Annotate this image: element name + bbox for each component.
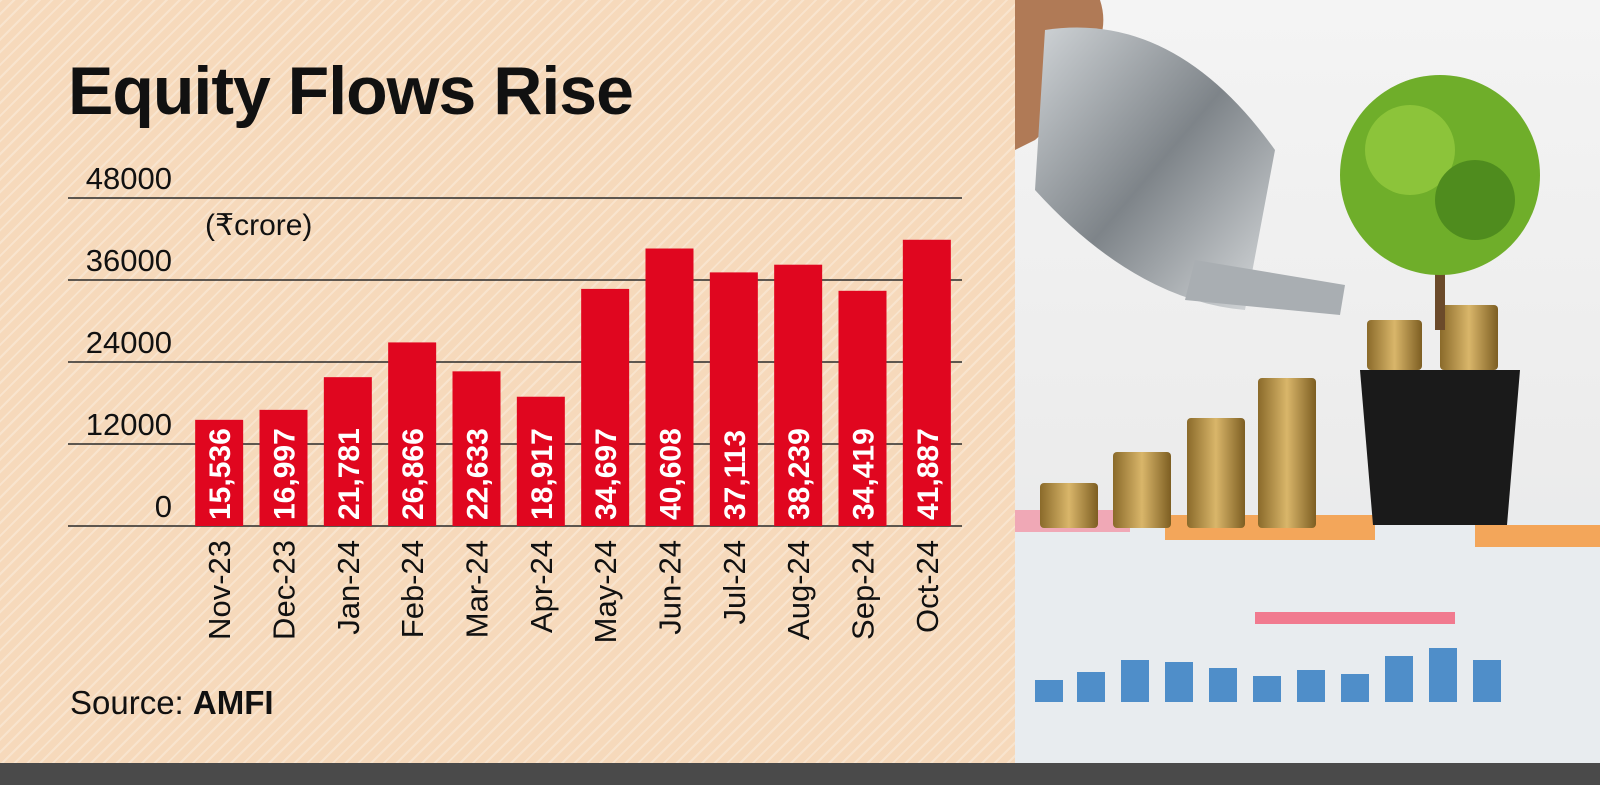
x-category-label: Dec-23 <box>267 540 302 640</box>
x-category-label: Nov-23 <box>202 540 237 640</box>
foliage-highlight <box>1365 105 1455 195</box>
orange-note-2 <box>1475 525 1600 547</box>
coin-stack-3 <box>1187 418 1245 528</box>
chart-title: Equity Flows Rise <box>68 53 634 129</box>
x-category-label: May-24 <box>588 540 623 643</box>
bar <box>195 419 244 526</box>
chart-panel: Equity Flows Rise 0 12000 24000 36000 48000 1… <box>0 0 1015 763</box>
bar <box>774 264 823 526</box>
source-prefix: Source: <box>70 684 184 721</box>
bar <box>259 409 308 526</box>
coin-stack-1 <box>1040 483 1098 528</box>
watering-can-coins-plant-icon <box>1015 0 1600 763</box>
x-category-label: Sep-24 <box>846 540 881 640</box>
x-category-label: Oct-24 <box>910 540 945 633</box>
bar-value-label: 21,781 <box>333 428 366 520</box>
can-spout <box>1185 260 1345 315</box>
pink-strip <box>1255 612 1455 624</box>
y-tick-label: 36000 <box>86 243 172 278</box>
bar-value-label: 22,633 <box>462 428 495 520</box>
bar-value-label: 26,866 <box>397 428 430 520</box>
bar-value-label: 34,697 <box>590 428 623 520</box>
tree-trunk <box>1435 270 1445 330</box>
unit-label: (₹crore) <box>205 209 313 242</box>
bar <box>902 239 951 527</box>
photo-illustration <box>1015 0 1600 763</box>
bar-value-label: 37,113 <box>719 430 752 520</box>
x-category-label: Apr-24 <box>524 540 559 633</box>
x-category-label: Aug-24 <box>781 540 816 640</box>
bar <box>645 248 694 526</box>
y-tick-label: 24000 <box>86 325 172 360</box>
bar <box>838 290 887 526</box>
bar <box>709 272 758 526</box>
y-tick-label: 12000 <box>86 407 172 442</box>
bar <box>581 288 630 526</box>
bar-chart: 0 12000 24000 36000 48000 15,536 Nov-23 16,997 D… <box>68 161 962 643</box>
bar <box>516 396 565 526</box>
pot-coins-2 <box>1440 305 1498 370</box>
x-category-label: Mar-24 <box>460 540 495 638</box>
bar-value-label: 18,917 <box>526 428 559 520</box>
y-tick-label: 0 <box>155 489 172 524</box>
foliage-shadow <box>1435 160 1515 240</box>
x-category-label: Feb-24 <box>395 540 430 638</box>
bar-value-label: 38,239 <box>783 428 816 520</box>
paper-background <box>1015 520 1600 763</box>
bar <box>323 377 372 526</box>
bar <box>388 342 437 526</box>
bar <box>452 371 501 526</box>
pot-coins-1 <box>1367 320 1422 370</box>
bar-value-label: 16,997 <box>269 428 302 520</box>
y-tick-label: 48000 <box>86 161 172 196</box>
bottom-bar <box>0 763 1600 785</box>
coin-stack-2 <box>1113 452 1171 528</box>
x-category-label: Jul-24 <box>717 540 752 624</box>
bar-value-label: 40,608 <box>655 428 688 520</box>
mini-bar-chart <box>1035 648 1501 702</box>
plant-pot <box>1360 370 1520 525</box>
bar-value-label: 41,887 <box>912 428 945 520</box>
x-category-label: Jun-24 <box>653 540 688 635</box>
watering-can <box>1035 27 1275 310</box>
source-line: Source: AMFI <box>70 684 274 722</box>
coin-stack-4 <box>1258 378 1316 528</box>
bar-value-label: 34,419 <box>848 428 881 520</box>
source-name: AMFI <box>192 684 274 721</box>
x-category-label: Jan-24 <box>331 540 366 635</box>
bar-value-label: 15,536 <box>204 428 237 520</box>
